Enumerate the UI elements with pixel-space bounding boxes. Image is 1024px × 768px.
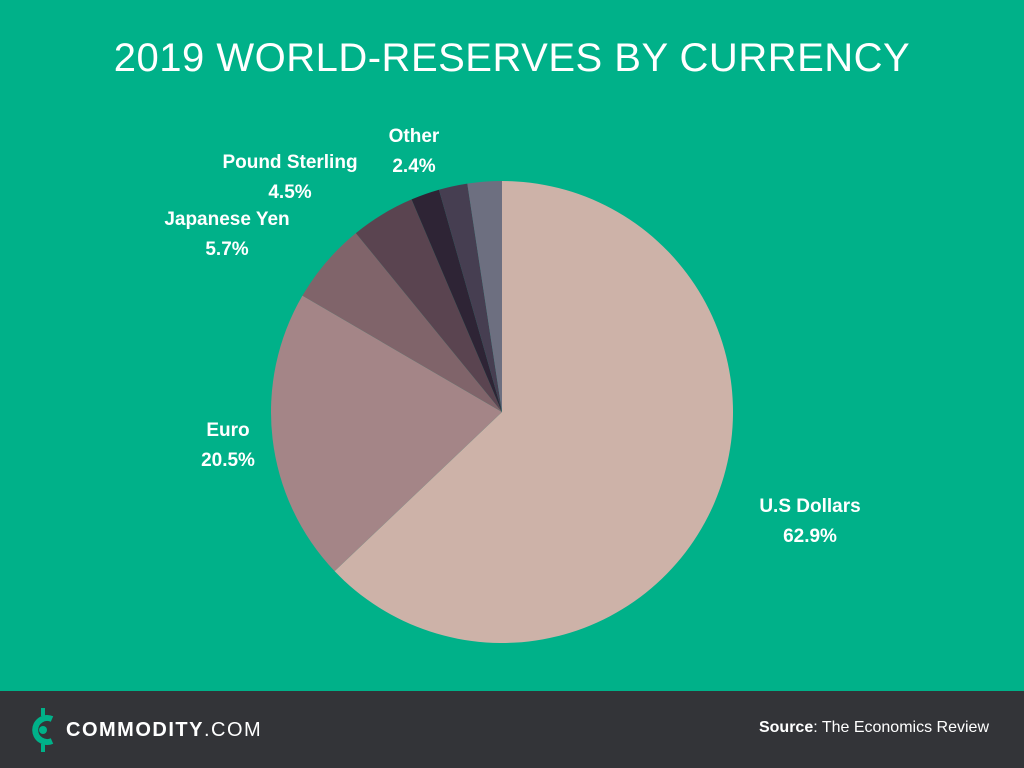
- commodity-c-coin-icon: [32, 708, 54, 752]
- source-credit: Source: The Economics Review: [759, 719, 989, 737]
- footer-bar: COMMODITY .COM Source: The Economics Revi…: [0, 691, 1024, 768]
- slice-label-us-dollars: U.S Dollars 62.9%: [740, 492, 880, 552]
- slice-value-japanese-yen: 5.7%: [205, 239, 249, 260]
- slice-name-japanese-yen: Japanese Yen: [164, 209, 290, 230]
- slice-value-us-dollars: 62.9%: [783, 526, 837, 547]
- source-label: Source: [758, 719, 814, 736]
- brand-domain: .COM: [203, 718, 263, 741]
- pie-slice-japanese-yen: [302, 233, 502, 412]
- brand-logo-link[interactable]: COMMODITY .COM: [28, 707, 262, 753]
- source-text: : The Economics Review: [813, 719, 989, 736]
- pie-slice-unlabeled-5: [438, 183, 502, 412]
- slice-label-japanese-yen: Japanese Yen 5.7%: [152, 205, 302, 265]
- slice-value-euro: 20.5%: [201, 450, 255, 471]
- slice-label-euro: Euro 20.5%: [178, 416, 278, 476]
- slice-value-other: 2.4%: [392, 156, 436, 177]
- slice-name-euro: Euro: [206, 420, 250, 441]
- slice-label-other: Other 2.4%: [368, 122, 460, 182]
- slice-name-other: Other: [388, 126, 440, 147]
- pie-slice-pound-sterling: [355, 199, 502, 412]
- brand-name: COMMODITY: [66, 718, 204, 741]
- slice-name-us-dollars: U.S Dollars: [759, 496, 861, 517]
- slice-label-pound-sterling: Pound Sterling 4.5%: [210, 148, 370, 208]
- slice-value-pound-sterling: 4.5%: [268, 182, 312, 203]
- pie-slice-unlabeled-4: [411, 189, 502, 412]
- chart-title: 2019 WORLD-RESERVES BY CURRENCY: [113, 36, 911, 80]
- pie-slice-u-s-dollars: [334, 181, 733, 643]
- slice-name-pound-sterling: Pound Sterling: [222, 152, 358, 173]
- pie-slice-other: [467, 181, 502, 412]
- pie-slice-euro: [271, 295, 502, 572]
